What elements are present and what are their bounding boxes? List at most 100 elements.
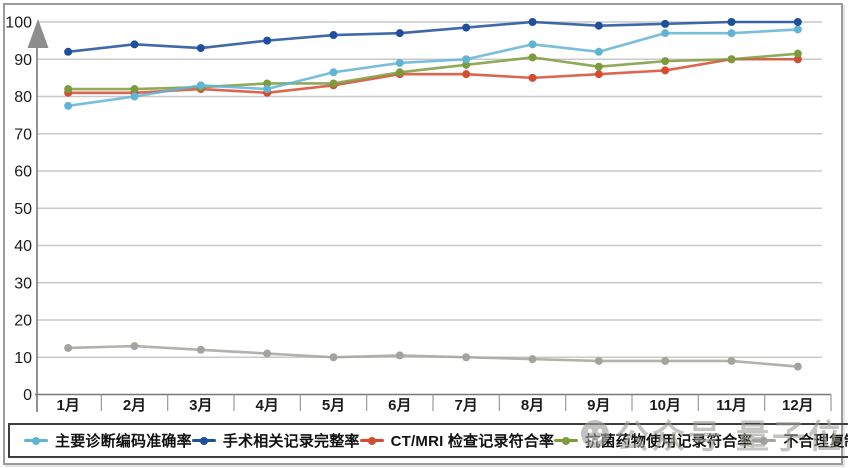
data-point-marker bbox=[793, 18, 802, 26]
legend-item: 手术相关记录完整率 bbox=[191, 430, 360, 451]
legend-item: 抗菌药物使用记录符合率 bbox=[554, 430, 752, 451]
y-tick-label: 30 bbox=[14, 275, 32, 292]
y-axis-arrow-icon bbox=[27, 19, 49, 48]
data-point-marker bbox=[196, 345, 205, 354]
x-tick-label: 5月 bbox=[322, 397, 345, 414]
x-tick-label: 3月 bbox=[189, 397, 212, 414]
x-tick-label: 4月 bbox=[255, 397, 278, 414]
data-point-marker bbox=[329, 353, 338, 362]
data-point-marker bbox=[263, 349, 272, 358]
data-point-marker bbox=[661, 19, 670, 28]
data-point-marker bbox=[594, 62, 603, 71]
data-point-marker bbox=[727, 55, 736, 64]
data-point-marker bbox=[462, 23, 471, 32]
data-point-marker bbox=[462, 55, 471, 64]
data-point-marker bbox=[329, 68, 338, 77]
data-point-marker bbox=[263, 85, 272, 94]
data-point-marker bbox=[661, 57, 670, 66]
data-point-marker bbox=[793, 362, 802, 371]
data-point-marker bbox=[727, 29, 736, 38]
data-point-marker bbox=[528, 53, 537, 62]
data-point-marker bbox=[395, 58, 404, 67]
data-point-marker bbox=[793, 55, 802, 64]
legend-marker-line bbox=[554, 436, 579, 445]
legend-marker-dot bbox=[760, 436, 769, 445]
data-point-marker bbox=[528, 73, 537, 82]
series-line bbox=[66, 28, 800, 108]
data-point-marker bbox=[661, 356, 670, 365]
legend-marker-line bbox=[24, 436, 48, 445]
data-point-marker bbox=[130, 92, 139, 101]
data-point-marker bbox=[263, 36, 272, 45]
data-point-marker bbox=[594, 356, 603, 365]
y-tick-label: 80 bbox=[14, 89, 32, 106]
data-point-marker bbox=[793, 49, 802, 58]
data-point-marker bbox=[130, 40, 139, 49]
legend-item: CT/MRI 检查记录符合率 bbox=[359, 430, 555, 451]
x-tick-label: 8月 bbox=[521, 397, 544, 414]
legend-marker-line bbox=[359, 436, 384, 445]
data-point-marker bbox=[64, 47, 73, 56]
data-point-marker bbox=[528, 355, 537, 364]
y-tick-label: 70 bbox=[14, 126, 32, 143]
data-point-marker bbox=[395, 68, 404, 77]
series-line bbox=[66, 57, 800, 95]
series-line bbox=[66, 20, 800, 54]
data-point-marker bbox=[329, 31, 338, 40]
x-tick-label: 1月 bbox=[56, 397, 79, 414]
legend-marker-dot bbox=[562, 436, 571, 445]
y-tick-label: 90 bbox=[14, 52, 32, 69]
data-point-marker bbox=[64, 343, 73, 352]
y-tick-label: 40 bbox=[14, 238, 32, 255]
legend-marker-dot bbox=[199, 436, 208, 445]
legend-label: 主要诊断编码准确率 bbox=[55, 433, 192, 450]
series-line bbox=[66, 344, 800, 368]
data-point-marker bbox=[263, 79, 272, 88]
x-tick-label: 12月 bbox=[782, 397, 814, 414]
data-point-marker bbox=[64, 85, 73, 94]
legend-marker-line bbox=[752, 436, 777, 445]
data-point-marker bbox=[64, 101, 73, 110]
legend-item: 主要诊断编码准确率 bbox=[24, 430, 192, 451]
x-tick-label: 2月 bbox=[123, 397, 146, 414]
data-point-marker bbox=[727, 356, 736, 365]
legend-item: 不合理复制病历发生率 bbox=[752, 430, 848, 451]
data-point-marker bbox=[661, 66, 670, 75]
legend-marker-dot bbox=[32, 436, 40, 445]
x-tick-label: 10月 bbox=[649, 397, 681, 414]
data-point-marker bbox=[196, 81, 205, 90]
data-point-marker bbox=[130, 342, 139, 351]
legend-marker-dot bbox=[367, 436, 376, 445]
legend-marker-line bbox=[191, 436, 216, 445]
y-tick-label: 100 bbox=[5, 15, 32, 32]
y-tick-label: 20 bbox=[14, 313, 32, 330]
legend-label: 不合理复制病历发生率 bbox=[783, 433, 848, 450]
data-point-marker bbox=[528, 18, 537, 26]
data-point-marker bbox=[594, 70, 603, 79]
data-point-marker bbox=[462, 60, 471, 69]
data-point-marker bbox=[594, 21, 603, 30]
y-tick-label: 50 bbox=[14, 201, 32, 218]
data-point-marker bbox=[661, 29, 670, 38]
x-tick-label: 7月 bbox=[454, 397, 477, 414]
data-point-marker bbox=[329, 79, 338, 88]
x-tick-label: 9月 bbox=[587, 397, 610, 414]
y-tick-label: 60 bbox=[14, 164, 32, 181]
data-point-marker bbox=[462, 70, 471, 79]
data-point-marker bbox=[462, 353, 471, 362]
data-point-marker bbox=[395, 29, 404, 38]
data-point-marker bbox=[727, 18, 736, 26]
legend-label: 手术相关记录完整率 bbox=[222, 433, 360, 450]
legend-label: 抗菌药物使用记录符合率 bbox=[585, 433, 753, 450]
legend-label: CT/MRI 检查记录符合率 bbox=[390, 433, 555, 450]
y-tick-label: 10 bbox=[14, 350, 32, 367]
y-tick-label: 0 bbox=[23, 387, 32, 404]
x-tick-label: 6月 bbox=[388, 397, 411, 414]
data-point-marker bbox=[594, 47, 603, 56]
x-tick-label: 11月 bbox=[716, 397, 747, 414]
data-point-marker bbox=[130, 85, 139, 94]
data-point-marker bbox=[528, 40, 537, 49]
data-point-marker bbox=[196, 44, 205, 53]
